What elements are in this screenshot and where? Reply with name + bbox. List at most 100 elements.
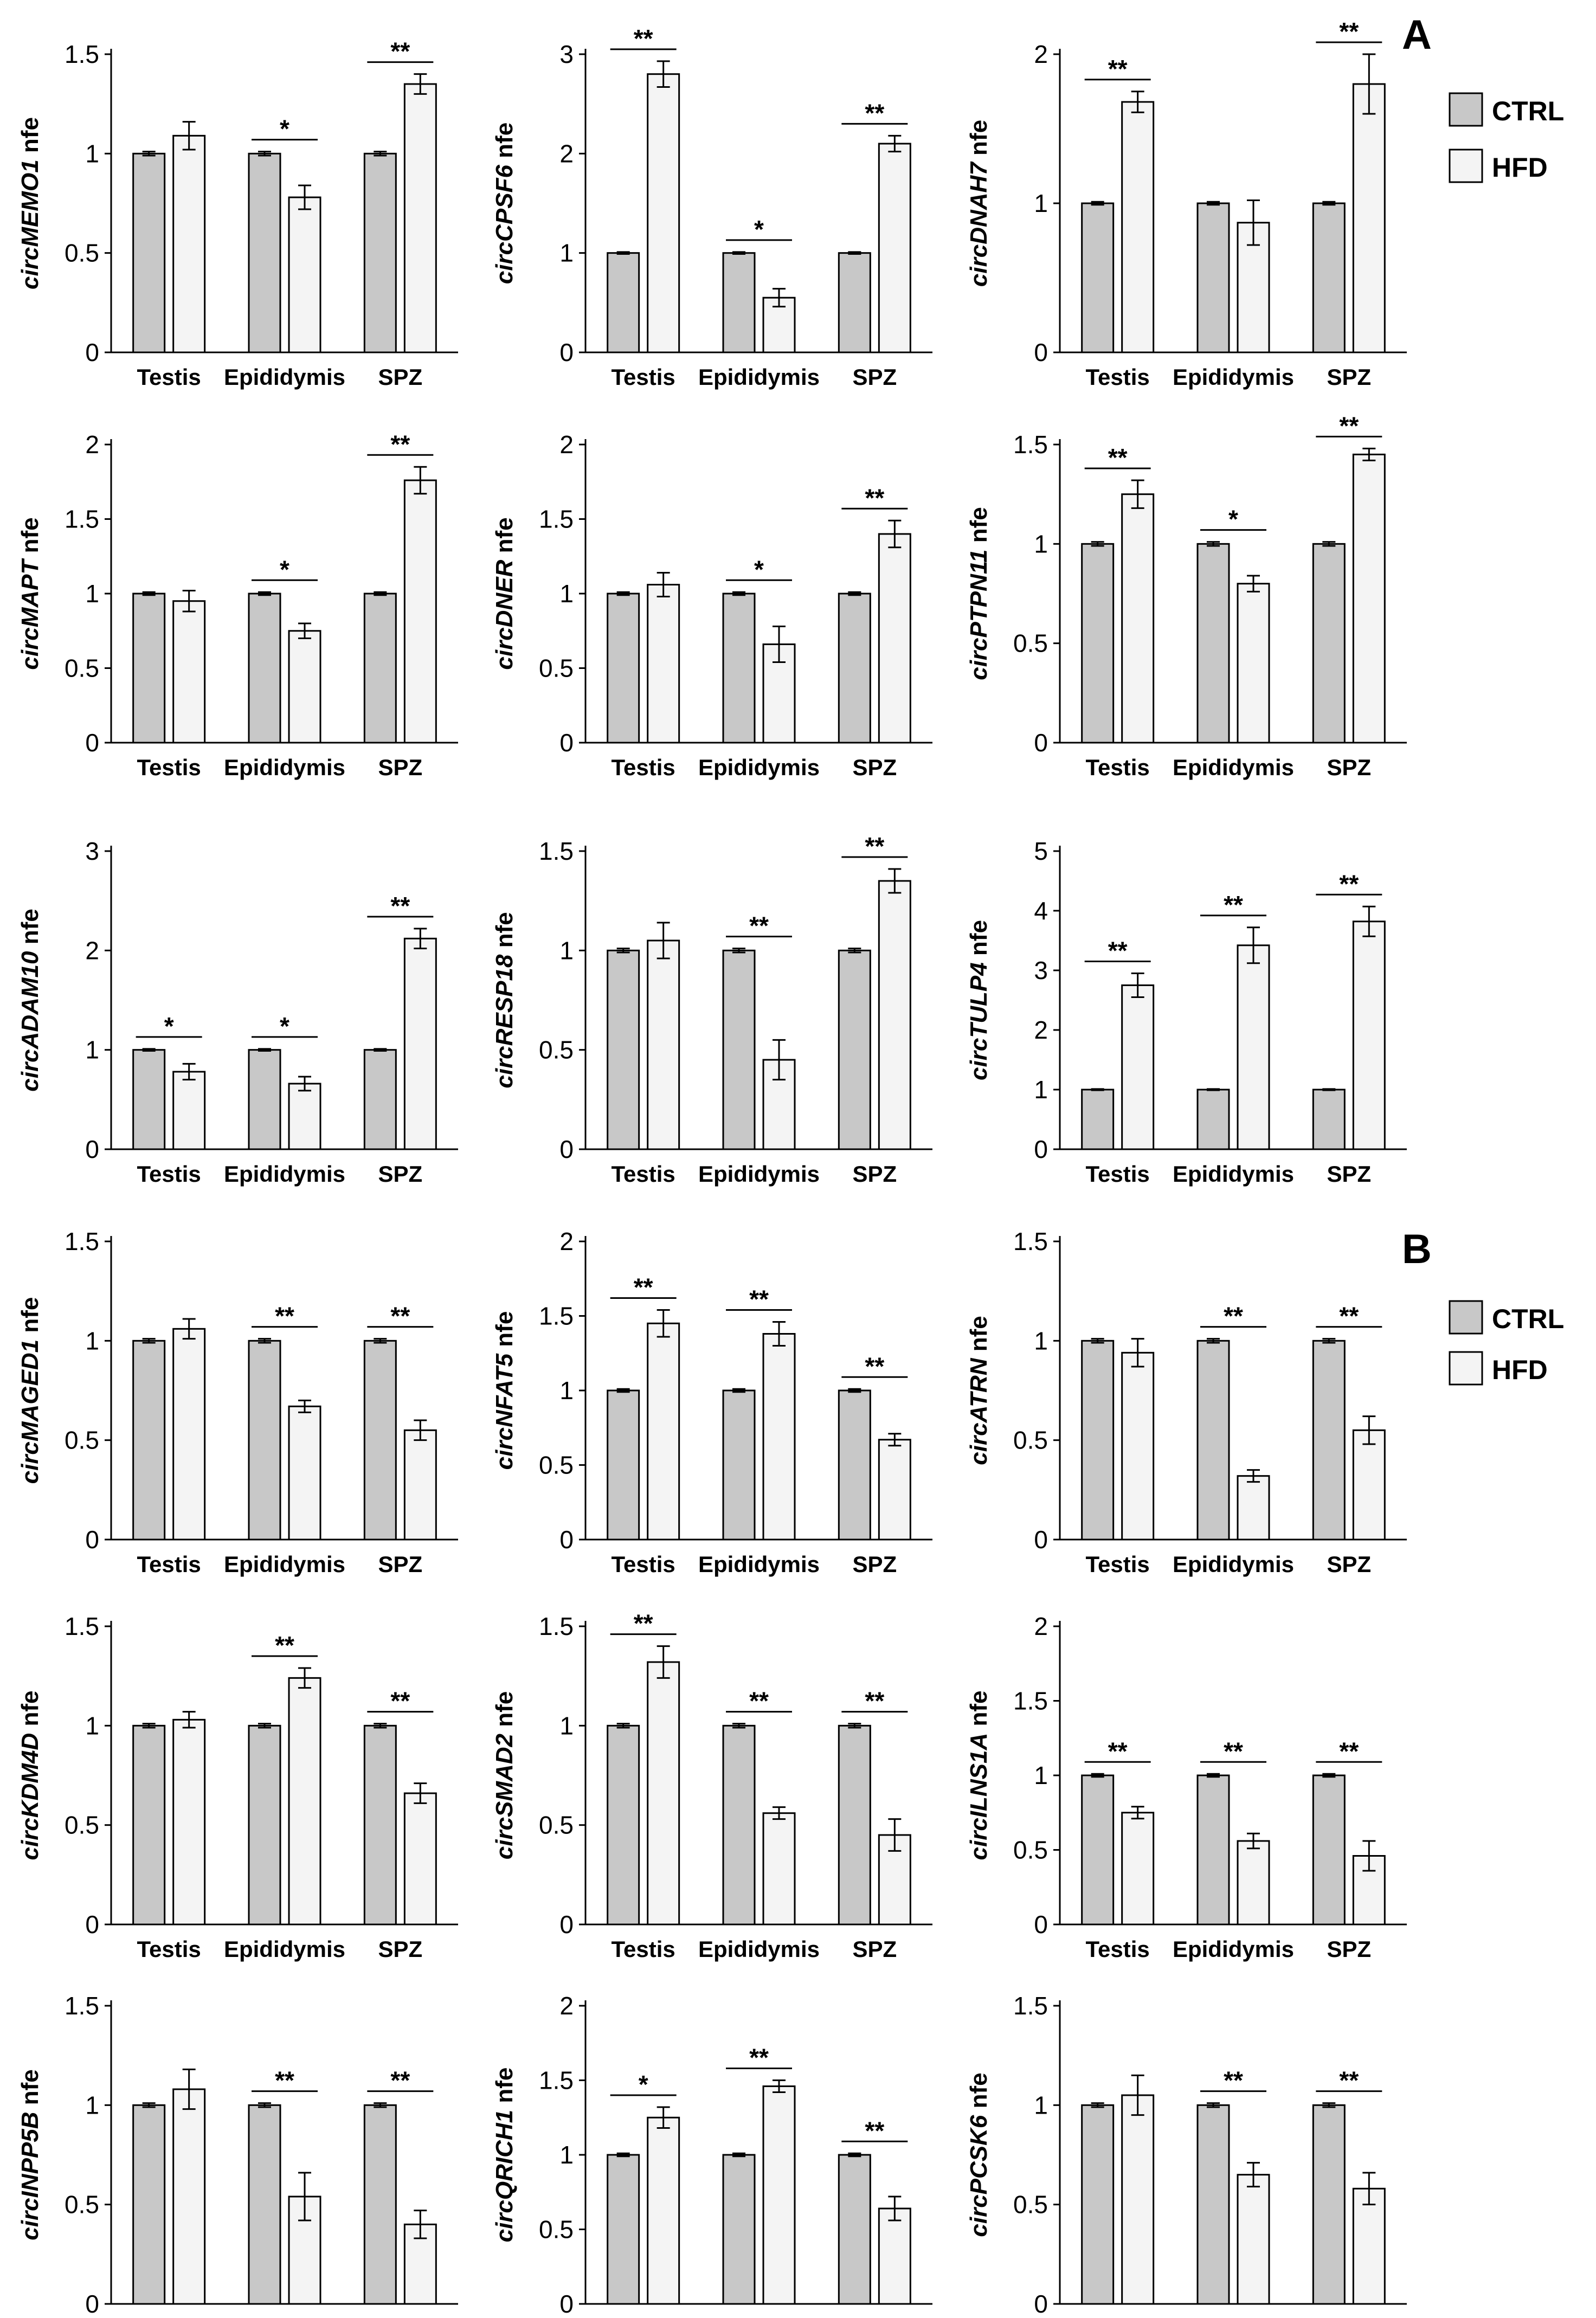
x-category-label: Testis: [1086, 1161, 1150, 1187]
bar-chart-circQRICH1: 0 0.5 1 1.5 2 circQRICH1 nfe * Testis ** Epididym…: [491, 1992, 932, 2318]
y-tick-label: 2: [85, 936, 99, 964]
y-tick-label: 1: [85, 2091, 99, 2119]
significance-marker: *: [164, 1012, 174, 1040]
x-category-label: Testis: [137, 755, 201, 780]
significance-marker: **: [1339, 17, 1359, 46]
legend-hfd-swatch: [1449, 1351, 1483, 1386]
bar-ctrl-spz: [1312, 1774, 1346, 1926]
y-tick-label: 0.5: [539, 2216, 574, 2244]
bar-chart-circMAPT: 0 0.5 1 1.5 2 circMAPT nfe Testis * Epididymis **…: [17, 430, 458, 780]
y-axis-title: circPCSK6 nfe: [966, 2072, 992, 2237]
y-tick-label: 1.5: [1013, 1227, 1048, 1255]
bar-ctrl-epididymis: [1196, 543, 1230, 744]
y-axis-unit: nfe: [17, 117, 43, 159]
y-tick-label: 2: [559, 430, 574, 459]
y-tick-label: 0.5: [1013, 1836, 1048, 1864]
x-category-label: SPZ: [1327, 755, 1371, 780]
bar-hfd-testis: [1121, 1812, 1155, 1926]
bar-chart-circPTPN11: 0 0.5 1 1.5 circPTPN11 nfe ** Testis * Epididymi…: [966, 411, 1407, 780]
bar-ctrl-epididymis: [722, 2154, 756, 2305]
x-category-label: SPZ: [378, 1161, 422, 1187]
significance-marker: **: [1339, 1737, 1359, 1765]
y-tick-label: 1: [1034, 1076, 1048, 1104]
y-tick-label: 0: [85, 1135, 99, 1163]
bar-chart-circRESP18: 0 0.5 1 1.5 circRESP18 nfe Testis ** Epididymis…: [491, 832, 932, 1187]
bar-hfd-testis: [647, 1322, 680, 1541]
x-category-label: Epididymis: [698, 1161, 820, 1187]
bar-ctrl-testis: [607, 593, 640, 744]
y-tick-label: 3: [1034, 956, 1048, 984]
bar-ctrl-spz: [838, 593, 871, 744]
x-category-label: Epididymis: [698, 2316, 820, 2318]
bar-hfd-epididymis: [762, 1812, 796, 1926]
y-axis-gene: circRESP18: [491, 954, 518, 1089]
significance-marker: **: [749, 2044, 769, 2072]
y-axis-gene: circINPP5B: [17, 2112, 43, 2240]
y-axis-gene: circPTPN11: [966, 549, 992, 680]
y-axis-unit: nfe: [17, 517, 43, 559]
x-category-label: SPZ: [378, 755, 422, 780]
bar-ctrl-spz: [363, 2104, 397, 2305]
significance-marker: **: [275, 1302, 294, 1330]
significance-marker: **: [390, 1302, 410, 1330]
y-axis-gene: circDNER: [491, 559, 518, 669]
bar-ctrl-epididymis: [722, 1389, 756, 1541]
y-tick-label: 0: [85, 729, 99, 757]
y-tick-label: 0: [85, 1525, 99, 1554]
y-tick-label: 0: [559, 338, 574, 366]
bar-chart-circPCSK6: 0 0.5 1 1.5 circPCSK6 nfe Testis ** Epididymis *…: [966, 1992, 1407, 2318]
y-axis-unit: nfe: [17, 2069, 43, 2111]
y-axis-title: circMAGED1 nfe: [17, 1297, 43, 1484]
x-category-label: SPZ: [852, 1936, 897, 1962]
significance-marker: **: [1108, 937, 1128, 965]
bar-ctrl-epididymis: [1196, 202, 1230, 353]
x-category-label: Epididymis: [1173, 1551, 1294, 1577]
legend-hfd-label: HFD: [1492, 152, 1548, 183]
significance-marker: **: [1339, 411, 1359, 440]
y-axis-gene: circTULP4: [966, 962, 992, 1080]
bar-hfd-epididymis: [288, 1677, 321, 1926]
bar-hfd-testis: [647, 2116, 680, 2305]
y-tick-label: 1.5: [539, 505, 574, 533]
significance-marker: **: [390, 1687, 410, 1715]
y-tick-label: 2: [1034, 1612, 1048, 1640]
y-axis-unit: nfe: [491, 1691, 518, 1734]
y-axis-gene: circDNAH7: [966, 161, 992, 287]
y-tick-label: 5: [1034, 837, 1048, 865]
x-category-label: Epididymis: [1173, 1161, 1294, 1187]
bar-hfd-epididymis: [1237, 583, 1270, 744]
y-axis-unit: nfe: [491, 2068, 518, 2110]
panel-label-b: B: [1402, 1226, 1432, 1272]
bar-hfd-testis: [647, 584, 680, 744]
significance-marker: **: [1108, 55, 1128, 83]
bar-hfd-spz: [878, 2207, 911, 2305]
bar-ctrl-epididymis: [1196, 1774, 1230, 1926]
y-tick-label: 2: [559, 139, 574, 168]
significance-marker: **: [865, 99, 884, 127]
bar-ctrl-epididymis: [248, 2104, 281, 2305]
significance-marker: *: [280, 555, 289, 583]
y-axis-title: circNFAT5 nfe: [491, 1311, 518, 1470]
bar-ctrl-epididymis: [248, 1724, 281, 1926]
bar-hfd-spz: [403, 83, 437, 353]
y-axis-title: circPTPN11 nfe: [966, 507, 992, 680]
bar-hfd-testis: [1121, 2094, 1155, 2305]
bar-ctrl-spz: [838, 1389, 871, 1541]
x-category-label: Testis: [1086, 755, 1150, 780]
bar-ctrl-testis: [607, 2154, 640, 2305]
significance-marker: **: [390, 892, 410, 920]
y-tick-label: 0: [85, 1910, 99, 1939]
bar-ctrl-spz: [363, 152, 397, 353]
y-axis-unit: nfe: [17, 1691, 43, 1733]
bar-chart-circTULP4: 0 1 2 3 4 5 circTULP4 nfe ** Testis ** Epididymis *…: [966, 837, 1407, 1187]
y-axis-gene: circILNS1A: [966, 1733, 992, 1860]
y-axis-unit: nfe: [966, 920, 992, 962]
y-tick-label: 2: [559, 1227, 574, 1255]
legend-a: CTRL HFD: [1449, 92, 1564, 183]
significance-marker: **: [1339, 2066, 1359, 2095]
significance-marker: **: [275, 1631, 294, 1659]
y-axis-unit: nfe: [966, 1691, 992, 1733]
x-category-label: SPZ: [852, 364, 897, 390]
bar-hfd-epididymis: [288, 1083, 321, 1150]
bar-ctrl-spz: [1312, 1089, 1346, 1150]
